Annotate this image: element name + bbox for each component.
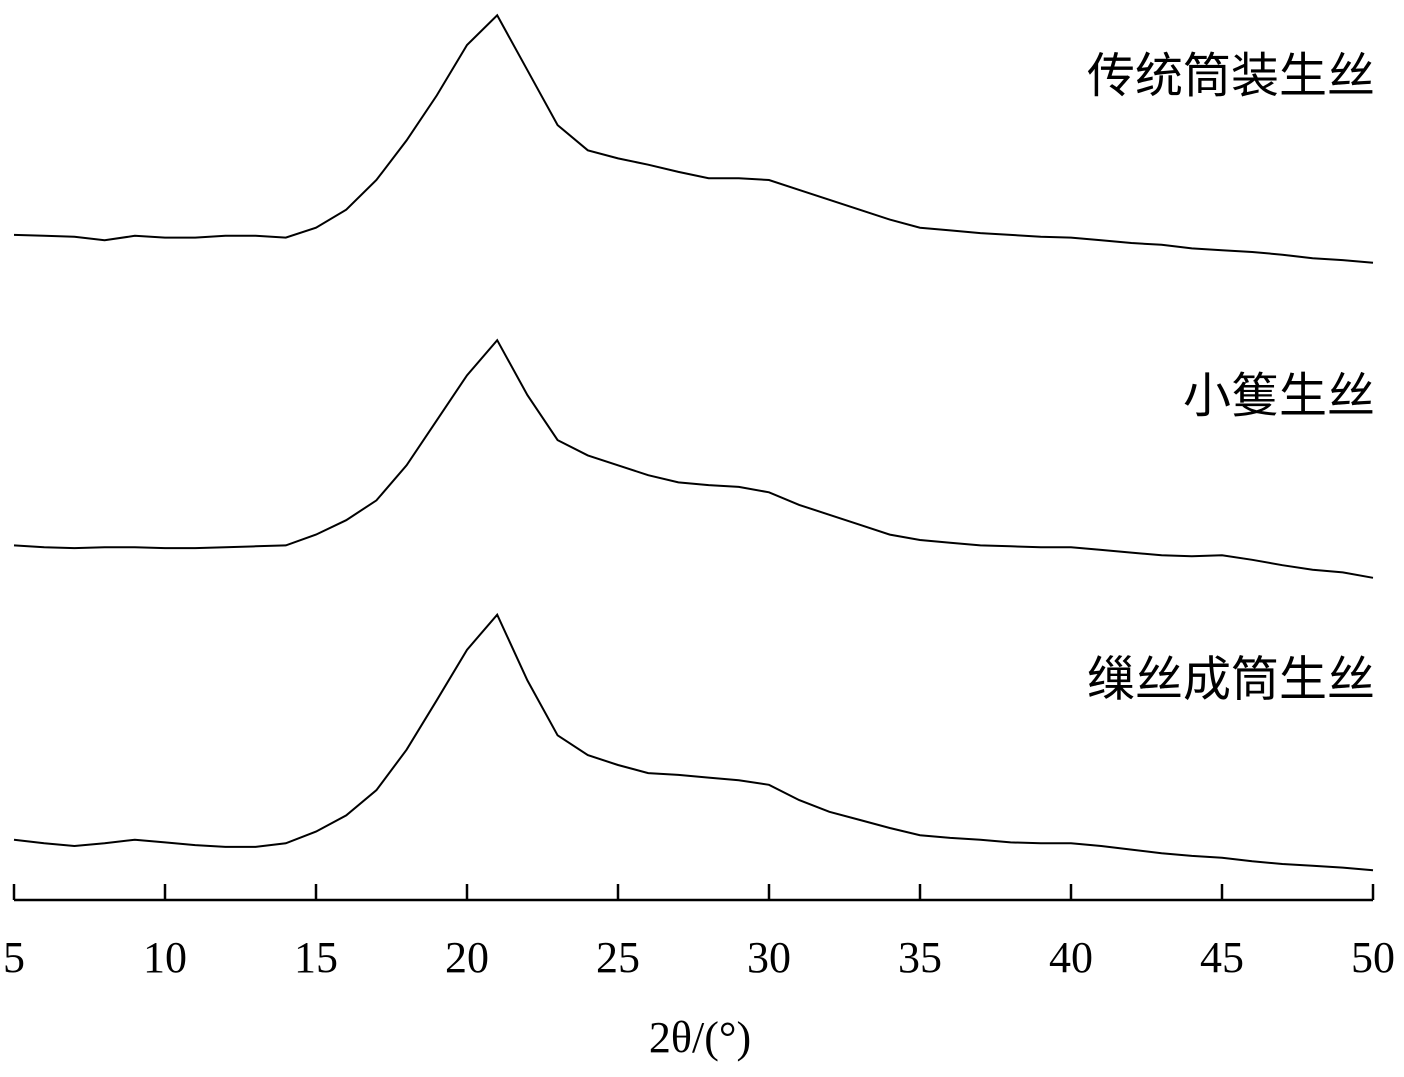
series-line	[13, 612, 1374, 872]
x-axis-label: 2θ/(°)	[649, 1013, 751, 1062]
series-label: 小篗生丝	[1183, 368, 1375, 424]
series-label: 缫丝成筒生丝	[1087, 652, 1375, 708]
x-tick-label: 30	[747, 933, 791, 982]
x-tick-label: 25	[596, 933, 640, 982]
series-line	[13, 338, 1374, 579]
x-tick-label: 40	[1049, 933, 1093, 982]
x-tick-label: 50	[1351, 933, 1395, 982]
series-label: 传统筒装生丝	[1087, 48, 1375, 104]
x-tick-label: 20	[445, 933, 489, 982]
x-tick-label: 45	[1200, 933, 1244, 982]
x-tick-label: 10	[143, 933, 187, 982]
series-line	[13, 13, 1374, 264]
x-tick-label: 5	[3, 933, 25, 982]
x-tick-label: 35	[898, 933, 942, 982]
x-tick-label: 15	[294, 933, 338, 982]
